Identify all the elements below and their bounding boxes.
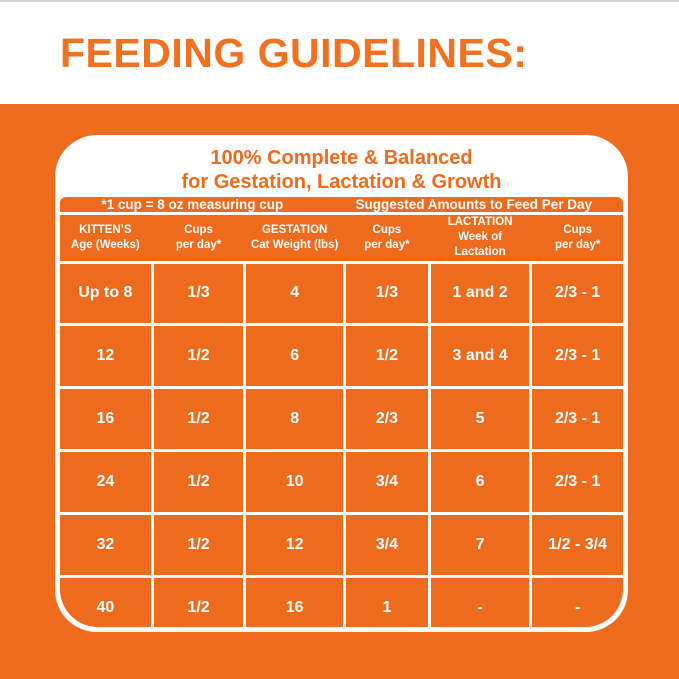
table-cell: 1/2 <box>153 326 244 387</box>
table-cell: 1/2 <box>153 514 244 575</box>
panel-title: 100% Complete & Balanced for Gestation, … <box>60 140 623 197</box>
header-line: per day* <box>175 238 222 251</box>
table-cell: 16 <box>60 389 151 449</box>
table-cell: 8 <box>246 389 343 449</box>
table-cell: 7 <box>430 514 530 575</box>
page-title: FEEDING GUIDELINES: <box>60 29 528 76</box>
suggested-amounts-label: Suggested Amounts to Feed Per Day <box>355 197 593 212</box>
table-cell: 32 <box>60 514 151 575</box>
header-line: Week of <box>458 231 503 244</box>
table-cell: 24 <box>60 452 151 512</box>
header-line: Cups <box>563 223 593 236</box>
cup-measure-note: *1 cup = 8 oz measuring cup <box>101 197 284 212</box>
table-cell: Up to 8 <box>60 263 151 324</box>
table-cell: 10 <box>246 452 343 512</box>
table-cell: - <box>532 577 623 627</box>
header-line: Cups <box>184 223 213 236</box>
table-cell: 1 and 2 <box>430 263 530 324</box>
table-cell: 1 <box>345 577 428 627</box>
header-line: KITTEN’S <box>79 223 132 236</box>
header-line: per day* <box>364 238 410 251</box>
page-header: FEEDING GUIDELINES: <box>0 0 679 104</box>
table-cell: - <box>430 577 530 627</box>
table-cell: 1/2 <box>153 452 244 512</box>
table-cell: 2/3 - 1 <box>532 452 623 512</box>
header-line: LACTATION <box>447 216 513 228</box>
table-cell: 1/2 <box>153 389 244 449</box>
column-header-cups-per-day-gestation: Cups per day* <box>346 223 428 253</box>
column-header-cups-per-day-kitten: Cups per day* <box>154 223 244 253</box>
table-cell: 3/4 <box>345 514 428 575</box>
table-cell: 12 <box>60 326 151 387</box>
table-cell: 40 <box>60 577 151 627</box>
header-line: Age (Weeks) <box>70 238 140 251</box>
column-header-gestation-weight: GESTATION Cat Weight (lbs) <box>246 223 342 253</box>
table-cell: 12 <box>246 514 343 575</box>
table-cell: 1/2 - 3/4 <box>532 514 623 575</box>
column-header-cups-per-day-lactation: Cups per day* <box>532 223 623 253</box>
table-cell: 1/2 <box>153 577 244 627</box>
guidelines-panel: 100% Complete & Balanced for Gestation, … <box>55 135 628 632</box>
table-cell: 2/3 - 1 <box>532 263 623 324</box>
feeding-table: *1 cup = 8 oz measuring cup Suggested Am… <box>60 197 623 627</box>
panel-title-line1: 100% Complete & Balanced <box>210 146 473 169</box>
column-header-kittens-age: KITTEN’S Age (Weeks) <box>60 223 151 253</box>
header-line: Lactation <box>454 246 506 259</box>
table-cell: 2/3 <box>345 389 428 449</box>
table-cell: 3/4 <box>345 452 428 512</box>
table-column-headers: KITTEN’S Age (Weeks) Cups per day* GESTA… <box>60 215 623 264</box>
table-cell: 2/3 - 1 <box>532 326 623 387</box>
table-cell: 1/3 <box>153 263 244 324</box>
table-cell: 4 <box>246 263 343 324</box>
table-cell: 1/3 <box>345 263 428 324</box>
header-line: per day* <box>554 238 601 251</box>
table-cell: 3 and 4 <box>430 326 530 387</box>
table-cell: 6 <box>430 452 530 512</box>
table-cell: 1/2 <box>345 326 428 387</box>
header-line: GESTATION <box>261 223 328 236</box>
header-line: Cat Weight (lbs) <box>250 238 339 251</box>
table-cell: 6 <box>246 326 343 387</box>
orange-background: 100% Complete & Balanced for Gestation, … <box>0 104 679 679</box>
column-header-lactation-week: LACTATION Week of Lactation <box>431 215 529 261</box>
panel-title-line2: for Gestation, Lactation & Growth <box>181 170 502 193</box>
header-line: Cups <box>372 223 402 236</box>
table-cell: 16 <box>246 577 343 627</box>
table-cell: 2/3 - 1 <box>532 389 623 449</box>
table-cell: 5 <box>430 389 530 449</box>
table-subheader: *1 cup = 8 oz measuring cup Suggested Am… <box>60 197 623 215</box>
table-body: Up to 8 1/3 4 1/3 1 and 2 2/3 - 1 12 1/2… <box>60 263 623 627</box>
